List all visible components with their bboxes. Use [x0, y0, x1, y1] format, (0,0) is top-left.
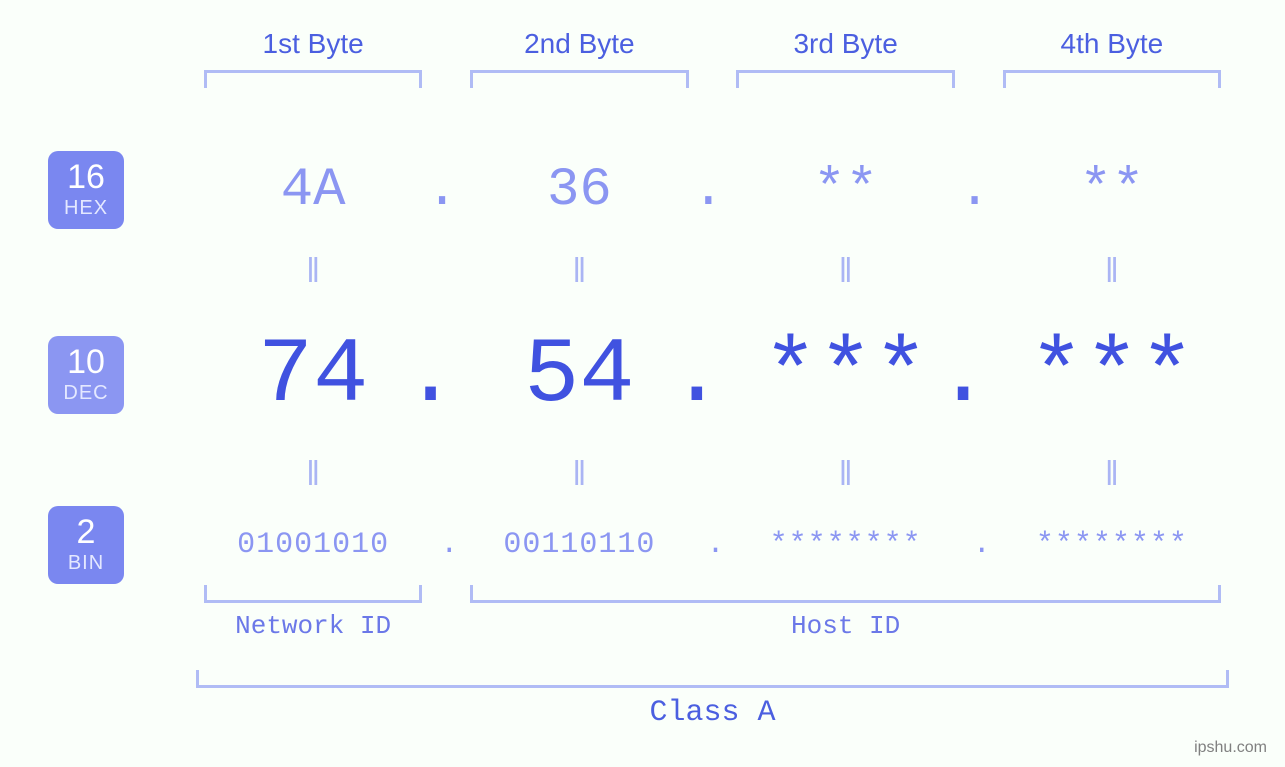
host-id-label: Host ID [446, 611, 1245, 641]
badge-abbr: HEX [48, 197, 124, 219]
dec-byte-3: *** . [713, 323, 979, 428]
dec-badge: 10 DEC [48, 336, 124, 413]
dec-row: 10 DEC 74 . 54 . *** . *** [0, 325, 1285, 425]
bin-byte-2: 00110110 . [446, 528, 712, 562]
hex-value: ** [1079, 160, 1144, 221]
equals-icon: ‖ [713, 455, 979, 494]
equals-icon: ‖ [713, 252, 979, 291]
badge-abbr: DEC [48, 382, 124, 404]
byte-header-1: 1st Byte [180, 28, 446, 88]
dec-value: 54 [524, 323, 634, 428]
byte-header-3: 3rd Byte [713, 28, 979, 88]
badge-base: 10 [48, 344, 124, 381]
hex-value: ** [813, 160, 878, 221]
bin-value: 01001010 [237, 528, 389, 562]
hex-badge: 16 HEX [48, 151, 124, 228]
dec-byte-4: *** [979, 323, 1245, 428]
byte-label: 1st Byte [180, 28, 446, 60]
hex-values: 4A . 36 . ** . ** [180, 160, 1245, 221]
hex-byte-2: 36 . [446, 160, 712, 221]
dec-value: *** [1029, 323, 1195, 428]
byte-label: 2nd Byte [446, 28, 712, 60]
network-id-group: Network ID [180, 585, 446, 641]
top-bracket-icon [736, 70, 954, 88]
top-bracket-icon [204, 70, 422, 88]
bin-values: 01001010 . 00110110 . ******** . *******… [180, 528, 1245, 562]
bin-value: ******** [1036, 528, 1188, 562]
hex-byte-3: ** . [713, 160, 979, 221]
badge-abbr: BIN [48, 552, 124, 574]
bin-byte-3: ******** . [713, 528, 979, 562]
top-bracket-icon [470, 70, 688, 88]
byte-header-4: 4th Byte [979, 28, 1245, 88]
dec-value: 74 [258, 323, 368, 428]
dec-values: 74 . 54 . *** . *** [180, 323, 1245, 428]
hex-byte-1: 4A . [180, 160, 446, 221]
byte-header-2: 2nd Byte [446, 28, 712, 88]
watermark: ipshu.com [1194, 739, 1267, 757]
equals-icon: ‖ [446, 455, 712, 494]
dec-value: *** [763, 323, 929, 428]
equals-icon: ‖ [979, 455, 1245, 494]
equals-icon: ‖ [180, 252, 446, 291]
dec-byte-2: 54 . [446, 323, 712, 428]
id-section: Network ID Host ID [180, 585, 1245, 641]
equals-icon: ‖ [979, 252, 1245, 291]
bottom-bracket-icon [470, 585, 1221, 603]
badge-base: 16 [48, 159, 124, 196]
host-id-group: Host ID [446, 585, 1245, 641]
byte-label: 4th Byte [979, 28, 1245, 60]
hex-row: 16 HEX 4A . 36 . ** . ** [0, 150, 1285, 230]
hex-value: 4A [281, 160, 346, 221]
bin-value: ******** [770, 528, 922, 562]
class-section: Class A [180, 670, 1245, 730]
bin-value: 00110110 [503, 528, 655, 562]
bottom-bracket-icon [204, 585, 422, 603]
class-label: Class A [180, 696, 1245, 730]
bottom-bracket-icon [196, 670, 1229, 688]
top-bracket-icon [1003, 70, 1221, 88]
hex-byte-4: ** [979, 160, 1245, 221]
hex-value: 36 [547, 160, 612, 221]
equals-row-1: ‖ ‖ ‖ ‖ [180, 252, 1245, 291]
byte-label: 3rd Byte [713, 28, 979, 60]
badge-base: 2 [48, 514, 124, 551]
byte-headers: 1st Byte 2nd Byte 3rd Byte 4th Byte [180, 28, 1245, 88]
equals-row-2: ‖ ‖ ‖ ‖ [180, 455, 1245, 494]
dec-byte-1: 74 . [180, 323, 446, 428]
network-id-label: Network ID [180, 611, 446, 641]
bin-badge: 2 BIN [48, 506, 124, 583]
bin-byte-1: 01001010 . [180, 528, 446, 562]
ip-diagram: 1st Byte 2nd Byte 3rd Byte 4th Byte 16 H… [0, 0, 1285, 767]
equals-icon: ‖ [446, 252, 712, 291]
bin-row: 2 BIN 01001010 . 00110110 . ******** . *… [0, 515, 1285, 575]
equals-icon: ‖ [180, 455, 446, 494]
bin-byte-4: ******** [979, 528, 1245, 562]
